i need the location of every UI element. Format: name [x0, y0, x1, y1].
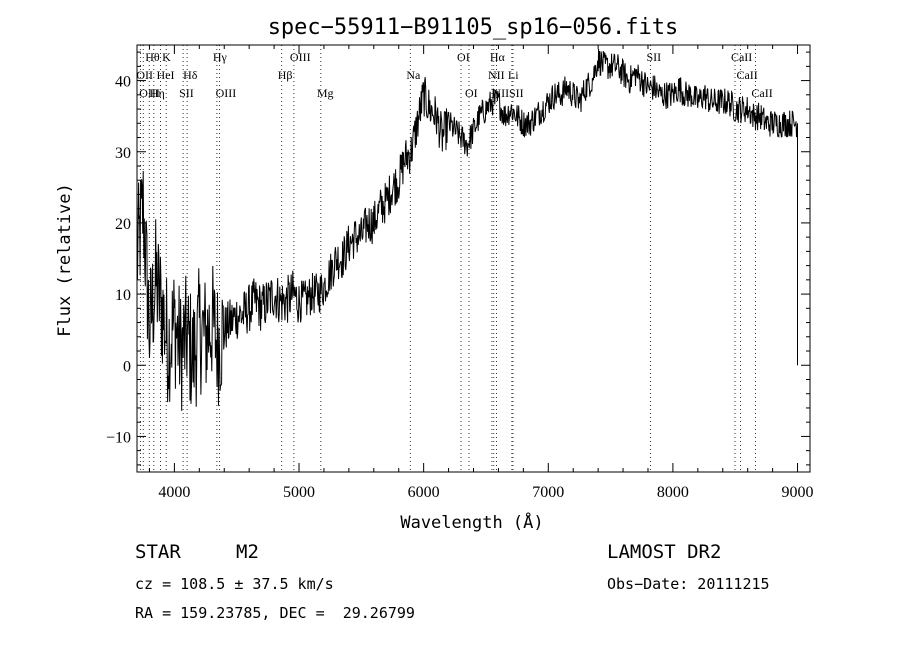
spectral-line-label: OI — [465, 86, 478, 100]
spectral-line-label: HeI — [157, 68, 175, 82]
spectral-line-label: Na — [406, 68, 421, 82]
spectral-line-label: K — [162, 50, 171, 64]
spectral-line-label: SII — [509, 86, 524, 100]
spectral-line-label: Hδ — [183, 68, 198, 82]
spectral-line-label: Li — [508, 68, 519, 82]
y-tick-label: 10 — [115, 287, 131, 304]
spectral-line-label: OIII — [290, 50, 311, 64]
spectral-line-label: OI — [457, 50, 470, 64]
x-tick-label: 9000 — [782, 484, 814, 501]
spectral-line-label: CaII — [731, 50, 752, 64]
spectral-line-label: OIII — [139, 86, 160, 100]
spectral-line-label: CaII — [751, 86, 772, 100]
spectral-line-label: SII — [646, 50, 661, 64]
spectral-line-label: Hβ — [278, 68, 293, 82]
spectral-line-label: Hα — [490, 50, 506, 64]
spectral-line-labels: Hθ K Hγ OIII OI Hα SII CaII OII HeI Hδ Hβ Na NII Li CaI… — [136, 50, 772, 100]
y-axis-ticks: −10 0 10 20 30 40 — [106, 51, 810, 466]
y-tick-label: 0 — [123, 358, 131, 375]
x-tick-label: 6000 — [408, 484, 440, 501]
redshift-velocity: cz = 108.5 ± 37.5 km/s — [135, 575, 334, 593]
y-tick-label: 40 — [115, 74, 131, 91]
y-tick-label: 20 — [115, 216, 131, 233]
spectral-line-label: OII — [136, 68, 153, 82]
x-tick-label: 4000 — [158, 484, 190, 501]
x-axis-label: Wavelength (Å) — [400, 511, 543, 533]
spectral-line-label: Mg — [317, 86, 334, 100]
survey-name: LAMOST DR2 — [607, 541, 722, 563]
spectral-line-label: CaII — [736, 68, 757, 82]
y-tick-label: −10 — [106, 429, 131, 446]
x-tick-label: 8000 — [657, 484, 689, 501]
x-axis-ticks: 4000 5000 6000 7000 8000 9000 — [148, 45, 814, 501]
object-subclass: M2 — [236, 541, 259, 563]
spectral-line-label: Hθ — [145, 50, 160, 64]
spectral-line-label: OIII — [216, 86, 237, 100]
spectral-line-label: SII — [179, 86, 194, 100]
spectral-line-label: NII — [488, 68, 505, 82]
spectrum-flux-line — [136, 48, 798, 411]
y-tick-label: 30 — [115, 145, 131, 162]
spectral-line-markers — [139, 45, 756, 472]
observation-date: Obs−Date: 20111215 — [607, 575, 770, 593]
object-class: STAR — [135, 541, 181, 563]
x-tick-label: 7000 — [532, 484, 564, 501]
chart-title: spec−55911−B91105_sp16−056.fits — [268, 15, 679, 40]
spectral-line-label: Hγ — [213, 50, 228, 64]
spectrum-chart: spec−55911−B91105_sp16−056.fits Hθ K Hγ OII… — [55, 15, 814, 533]
ra-dec-coordinates: RA = 159.23785, DEC = 29.26799 — [135, 604, 415, 622]
spectral-line-label: Hη — [150, 86, 165, 100]
y-axis-label: Flux (relative) — [55, 183, 75, 337]
x-tick-label: 5000 — [283, 484, 315, 501]
